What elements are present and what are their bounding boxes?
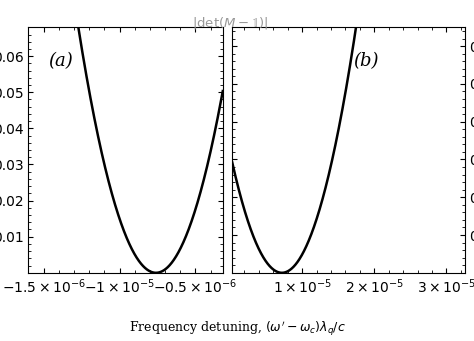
Text: (b): (b) <box>353 52 379 70</box>
Text: $|\det(M - \mathbb{1})|$: $|\det(M - \mathbb{1})|$ <box>192 15 268 31</box>
Text: (a): (a) <box>48 52 73 70</box>
Text: Frequency detuning, $(\omega' - \omega_c)\lambda_q/c$: Frequency detuning, $(\omega' - \omega_c… <box>128 319 346 338</box>
